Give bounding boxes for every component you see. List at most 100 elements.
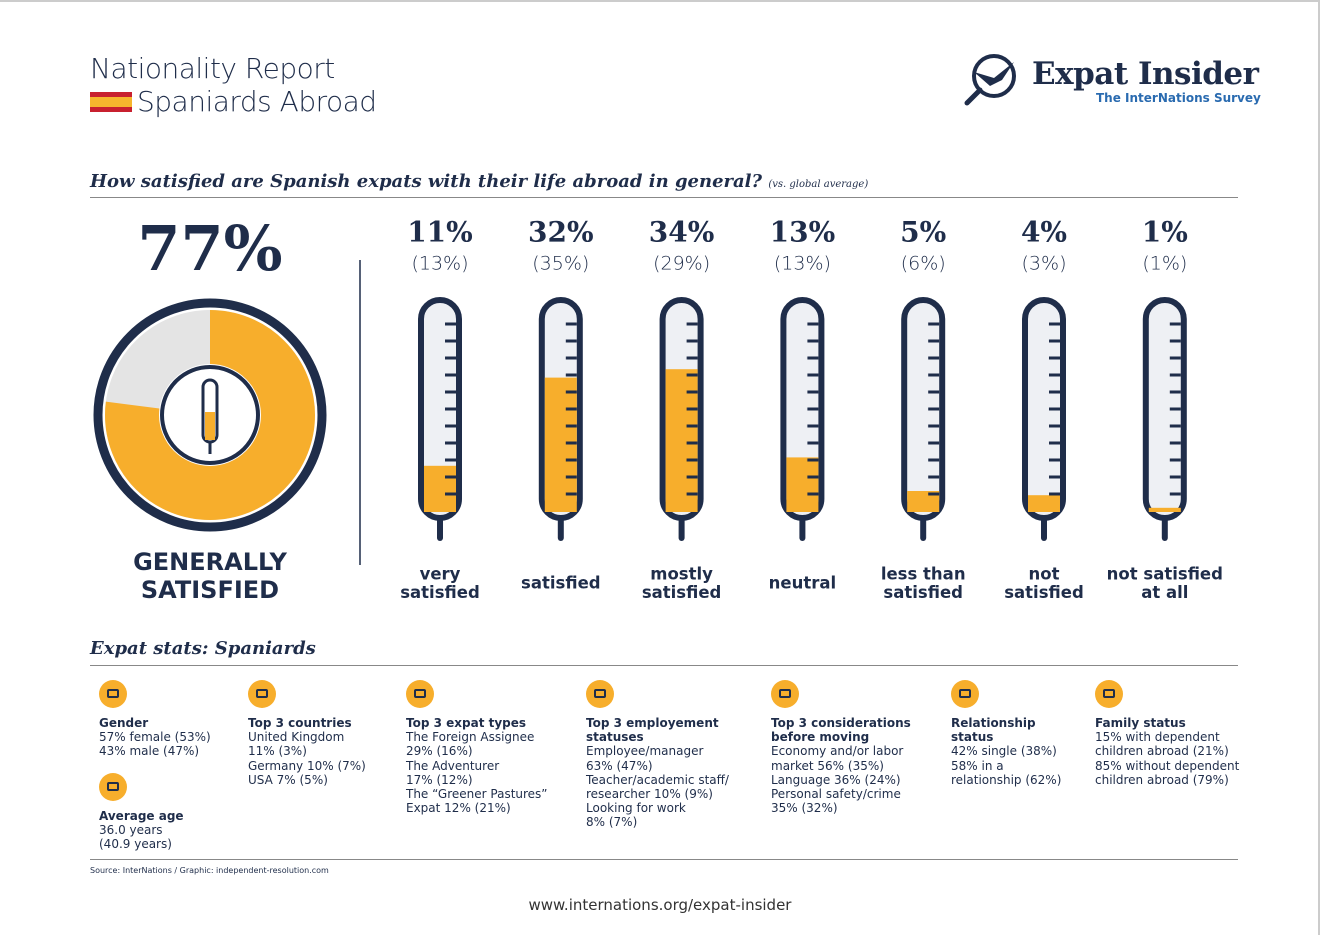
stat-line: The Foreign Assignee — [406, 730, 535, 745]
report-title: Nationality Report — [90, 52, 335, 85]
stat-line: children abroad (79%) — [1095, 772, 1229, 787]
stat-icon — [1095, 680, 1123, 708]
donut-value — [105, 310, 315, 520]
stat-line: (40.9 years) — [99, 837, 172, 852]
item-global: (13%) — [774, 253, 831, 275]
stat-line: 43% male (47%) — [99, 744, 200, 759]
stat-line: market 56% (35%) — [771, 758, 884, 773]
stat-block: Top 3 employement statuses Employee/manage… — [586, 680, 729, 830]
tube-fill — [786, 457, 819, 512]
overall-value: 77% — [137, 212, 282, 285]
overall-caption: GENERALLY — [133, 548, 287, 576]
item-label: mostly — [650, 564, 713, 583]
stat-line: Germany 10% (7%) — [248, 758, 366, 773]
stat-icon — [248, 680, 276, 708]
stat-block: Average age 36.0 years (40.9 years) — [99, 772, 211, 852]
tube-fill — [544, 377, 577, 512]
stat-icon — [771, 680, 799, 708]
stat-line: 17% (12%) — [406, 772, 473, 787]
stat-icon — [99, 680, 127, 708]
item-label: satisfied — [642, 583, 722, 602]
stat-title: Relationship — [951, 716, 1036, 730]
stat-title: Family status — [1095, 716, 1186, 730]
stat-line: USA 7% (5%) — [248, 772, 328, 787]
logo-icon — [964, 54, 1016, 106]
item-label: very — [420, 564, 461, 583]
item-global: (6%) — [901, 253, 946, 275]
stat-line: Teacher/academic staff/ — [586, 772, 729, 787]
stat-title: statuses — [586, 730, 644, 745]
stat-block: Family status 15% with dependent children … — [1095, 680, 1239, 787]
item-label: satisfied — [400, 583, 480, 602]
stat-line: 57% female (53%) — [99, 730, 211, 745]
stat-block: Top 3 considerations before moving Economy… — [771, 680, 911, 815]
stat-column: Family status 15% with dependent children … — [1095, 680, 1239, 787]
stat-line: Language 36% (24%) — [771, 772, 901, 787]
item-global: (29%) — [653, 253, 710, 275]
report-subtitle: Spaniards Abroad — [137, 85, 377, 118]
item-label: at all — [1141, 583, 1188, 602]
logo-subtitle: The InterNations Survey — [1096, 91, 1261, 105]
tube-fill — [1148, 507, 1181, 512]
flag — [90, 92, 132, 112]
stat-line: researcher 10% (9%) — [586, 787, 713, 802]
stat-line: Looking for work — [586, 801, 686, 816]
stat-icon — [99, 772, 127, 801]
stat-line: 11% (3%) — [248, 744, 307, 759]
item-value: 11% — [407, 216, 473, 249]
tube-fill — [907, 491, 940, 512]
stat-line: 29% (16%) — [406, 744, 473, 759]
item-value: 32% — [528, 216, 594, 249]
stat-line: 63% (47%) — [586, 758, 653, 773]
stat-column: Top 3 expat types The Foreign Assignee 29%… — [406, 680, 548, 815]
logo-title: Expat Insider — [1032, 56, 1259, 92]
question-text: How satisfied are Spanish expats with th… — [90, 171, 763, 192]
stats-title: Expat stats: Spaniards — [90, 638, 316, 659]
item-global: (13%) — [411, 253, 468, 275]
stat-title: Average age — [99, 808, 184, 823]
stat-line: 42% single (38%) — [951, 744, 1057, 759]
stat-block: Gender 57% female (53%) 43% male (47%) — [99, 680, 211, 759]
satisfaction-chart: 77%GENERALLYSATISFIED11%(13%)verysatisfi… — [93, 212, 1223, 604]
donut-frame — [93, 298, 327, 532]
stat-block: Top 3 countries United Kingdom 11% (3%) Ger… — [248, 680, 366, 787]
rule — [90, 859, 1238, 860]
item-value: 1% — [1142, 216, 1188, 249]
item-value: 34% — [649, 216, 715, 249]
stat-line: Personal safety/crime — [771, 787, 901, 802]
item-global: (35%) — [532, 253, 589, 275]
stat-title: Top 3 employement — [586, 716, 719, 730]
stat-line: 36.0 years — [99, 822, 163, 837]
stat-block: Top 3 expat types The Foreign Assignee 29%… — [406, 680, 548, 815]
overall-caption: SATISFIED — [141, 576, 279, 604]
stat-line: 58% in a — [951, 758, 1004, 773]
stat-line: The “Greener Pastures” — [406, 787, 548, 802]
stat-line: Employee/manager — [586, 744, 704, 759]
stat-column: Gender 57% female (53%) 43% male (47%) Aver… — [99, 680, 211, 851]
stat-title: before moving — [771, 730, 870, 745]
item-global: (3%) — [1022, 253, 1067, 275]
item-label: not satisfied — [1107, 564, 1223, 583]
question-note: (vs. global average) — [768, 179, 869, 190]
stat-line: The Adventurer — [406, 758, 500, 773]
stat-line: United Kingdom — [248, 730, 345, 745]
stat-icon — [406, 680, 434, 708]
stat-title: status — [951, 730, 994, 745]
item-label: less than — [881, 564, 966, 583]
stat-title: Top 3 considerations — [771, 716, 911, 730]
item-label: not — [1029, 564, 1060, 583]
stat-line: 8% (7%) — [586, 815, 638, 830]
stat-line: Economy and/or labor — [771, 744, 904, 759]
item-label: satisfied — [883, 583, 963, 602]
stat-title: Top 3 countries — [248, 716, 352, 730]
tube-fill — [424, 465, 456, 512]
url: www.internations.org/expat-insider — [528, 896, 792, 914]
stat-column: Top 3 countries United Kingdom 11% (3%) Ger… — [248, 680, 366, 787]
stat-line: Expat 12% (21%) — [406, 801, 511, 816]
stat-icon — [586, 680, 614, 708]
stat-icon — [951, 680, 979, 708]
rule — [90, 197, 1238, 198]
stat-column: Top 3 considerations before moving Economy… — [771, 680, 911, 815]
stat-line: 15% with dependent — [1095, 730, 1220, 745]
